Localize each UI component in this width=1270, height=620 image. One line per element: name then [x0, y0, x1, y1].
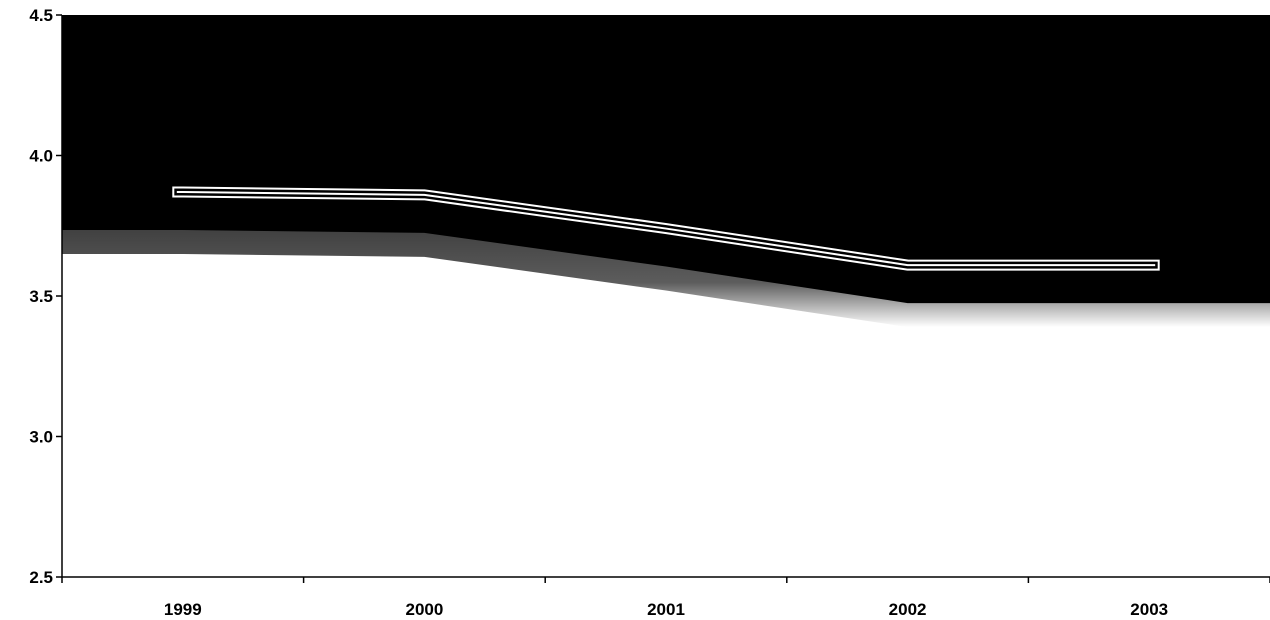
y-tick-label: 4.5	[29, 6, 53, 25]
y-tick-label: 4.0	[29, 147, 53, 166]
series-line	[176, 191, 1156, 267]
x-tick-label: 2000	[405, 600, 443, 619]
speckle-band	[62, 228, 1270, 328]
x-tick-label: 2002	[889, 600, 927, 619]
y-tick-label: 3.0	[29, 428, 53, 447]
x-tick-label: 1999	[164, 600, 202, 619]
x-tick-label: 2001	[647, 600, 685, 619]
y-tick-label: 3.5	[29, 287, 53, 306]
series-layer	[172, 186, 1160, 271]
plot-background	[62, 15, 1270, 577]
y-tick-label: 2.5	[29, 568, 53, 587]
axes	[56, 14, 1270, 583]
y-axis-tick-labels: 2.5 3.0 3.5 4.0 4.5	[29, 6, 53, 587]
x-axis-tick-labels: 1999 2000 2001 2002 2003	[164, 600, 1168, 619]
x-tick-label: 2003	[1130, 600, 1168, 619]
